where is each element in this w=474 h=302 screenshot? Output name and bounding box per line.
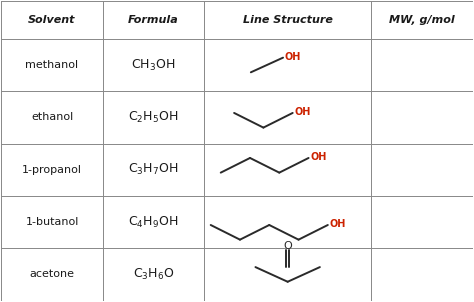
Text: MW, g/mol: MW, g/mol — [389, 15, 455, 25]
Text: ethanol: ethanol — [31, 112, 73, 122]
Text: methanol: methanol — [26, 60, 79, 70]
Text: $\mathregular{CH_3OH}$: $\mathregular{CH_3OH}$ — [131, 57, 175, 72]
Text: $\mathregular{C_4H_9OH}$: $\mathregular{C_4H_9OH}$ — [128, 214, 179, 230]
Text: 1-butanol: 1-butanol — [25, 217, 79, 227]
Text: OH: OH — [284, 52, 301, 62]
Text: O: O — [283, 241, 292, 251]
Text: OH: OH — [294, 107, 311, 117]
Text: Solvent: Solvent — [28, 15, 76, 25]
Text: Line Structure: Line Structure — [243, 15, 333, 25]
Text: acetone: acetone — [29, 269, 74, 279]
Text: Formula: Formula — [128, 15, 179, 25]
Text: $\mathregular{C_3H_7OH}$: $\mathregular{C_3H_7OH}$ — [128, 162, 179, 177]
Text: $\mathregular{C_2H_5OH}$: $\mathregular{C_2H_5OH}$ — [128, 110, 179, 125]
Text: OH: OH — [330, 219, 346, 229]
Text: OH: OH — [310, 152, 327, 162]
Text: $\mathregular{C_3H_6O}$: $\mathregular{C_3H_6O}$ — [133, 267, 174, 282]
Text: 1-propanol: 1-propanol — [22, 165, 82, 175]
